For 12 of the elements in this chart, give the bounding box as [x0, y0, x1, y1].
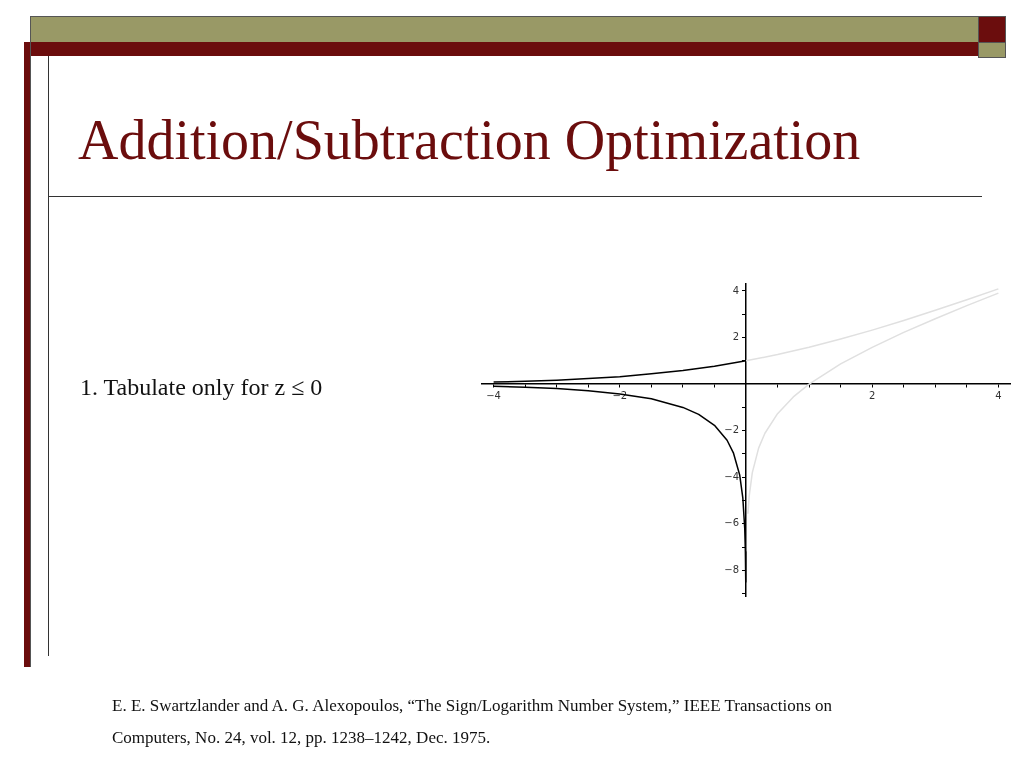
y-tick-label: 2: [732, 331, 739, 343]
text: E. E. Swartzlander and A. G. Alexopoulos, “The Sign/Logarithm Number System,” IEEE Transactions on Computers, No. 24, vol. 12, pp. 1238–1242, Dec. 1975.: [112, 695, 834, 749]
y-tick-label: −8: [724, 563, 739, 575]
y-tick-label: −2: [724, 424, 739, 436]
chart-title: Addition/Subtraction Optimization: [78, 109, 861, 171]
x-tick-label: 4: [995, 389, 1002, 401]
y-tick-label: −4: [724, 470, 739, 482]
y-tick-label: −6: [724, 517, 739, 529]
text: 1. Tabulate only for z ≤ 0: [80, 374, 323, 401]
x-tick-label: 2: [869, 389, 876, 401]
y-tick-label: 4: [732, 284, 739, 296]
x-tick-label: −4: [486, 389, 501, 401]
